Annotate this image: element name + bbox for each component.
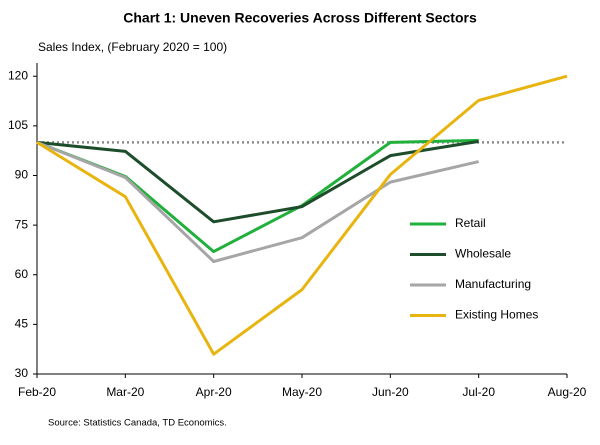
y-tick-label: 105 (8, 118, 28, 132)
x-tick-label: Jun-20 (372, 385, 409, 399)
x-tick-label: Feb-20 (18, 385, 56, 399)
legend-label: Retail (455, 216, 486, 230)
x-tick-label: Apr-20 (196, 385, 232, 399)
legend-label: Existing Homes (455, 308, 538, 322)
y-tick-label: 60 (15, 267, 29, 281)
x-tick-label: Jul-20 (462, 385, 495, 399)
x-tick-label: Aug-20 (548, 385, 587, 399)
series-line (36, 141, 480, 264)
y-tick-label: 30 (15, 366, 29, 380)
chart-title: Chart 1: Uneven Recoveries Across Differ… (123, 10, 477, 26)
legend-label: Manufacturing (455, 277, 531, 291)
legend-label: Wholesale (455, 247, 511, 261)
y-tick-label: 120 (8, 68, 28, 82)
y-tick-label: 45 (15, 317, 29, 331)
source-note: Source: Statistics Canada, TD Economics. (48, 418, 227, 429)
series-line (36, 139, 479, 224)
x-tick-label: May-20 (282, 385, 322, 399)
series-line (36, 74, 568, 356)
y-tick-label: 75 (15, 217, 29, 231)
x-tick-label: Mar-20 (106, 385, 144, 399)
y-axis-label: Sales Index, (February 2020 = 100) (38, 40, 227, 54)
y-tick-label: 90 (15, 168, 29, 182)
